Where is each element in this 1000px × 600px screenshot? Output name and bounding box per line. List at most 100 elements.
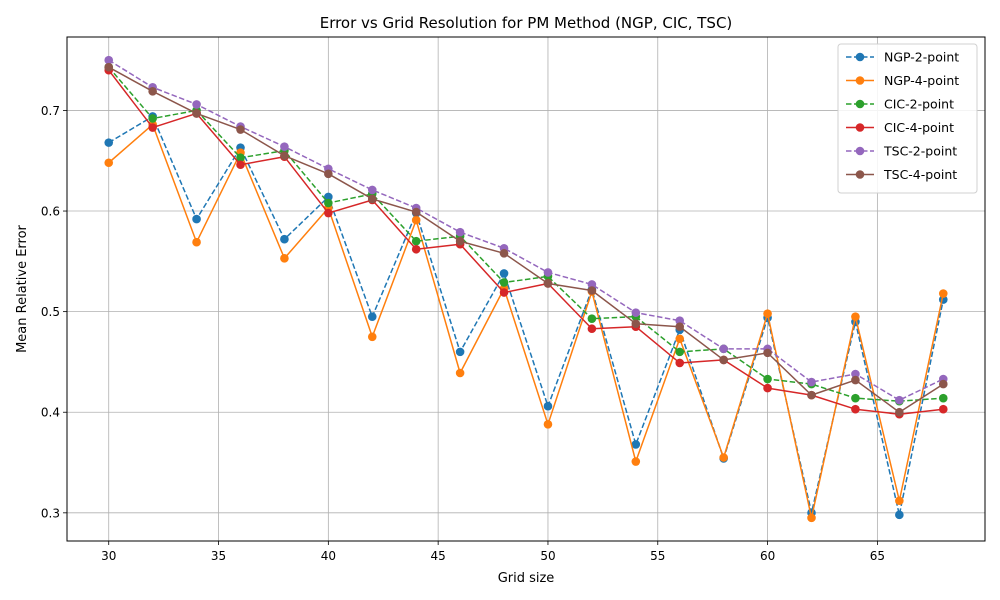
- legend-marker: [855, 76, 865, 85]
- data-point: [236, 153, 245, 163]
- y-tick-label: 0.6: [41, 205, 60, 219]
- data-point: [499, 278, 509, 287]
- data-point: [236, 160, 245, 170]
- data-point: [587, 324, 597, 334]
- data-point: [675, 322, 685, 332]
- data-point: [763, 348, 772, 358]
- data-point: [148, 114, 157, 123]
- data-point: [148, 123, 157, 132]
- series-layer: [104, 55, 948, 523]
- y-tick-label: 0.5: [41, 305, 60, 319]
- data-point: [192, 214, 201, 224]
- data-point: [192, 109, 201, 118]
- data-point: [631, 319, 641, 329]
- series-line: [108, 59, 944, 401]
- data-point: [851, 369, 860, 379]
- data-point: [104, 62, 114, 72]
- data-point: [807, 513, 816, 523]
- data-point: [938, 393, 948, 403]
- x-tick-label: 45: [431, 549, 446, 563]
- series-line: [108, 66, 944, 413]
- y-tick-label: 0.7: [41, 104, 60, 118]
- legend-marker: [855, 52, 865, 62]
- legend-marker: [855, 170, 865, 179]
- y-tick-label: 0.3: [41, 506, 60, 520]
- data-point: [587, 280, 597, 289]
- data-point: [763, 374, 772, 384]
- data-point: [280, 254, 289, 263]
- data-point: [104, 158, 114, 168]
- data-point: [631, 440, 641, 449]
- data-point: [851, 375, 860, 385]
- data-point: [280, 142, 289, 151]
- data-point: [499, 288, 509, 297]
- data-point: [807, 390, 816, 400]
- data-point: [587, 314, 597, 323]
- chart-title: Error vs Grid Resolution for PM Method (…: [320, 14, 733, 32]
- legend-label: TSC-4-point: [883, 167, 957, 182]
- data-point: [851, 393, 860, 403]
- data-point: [324, 208, 333, 218]
- legend-label: TSC-2-point: [883, 144, 957, 159]
- data-point: [895, 496, 904, 506]
- data-point: [851, 404, 860, 414]
- data-point: [587, 286, 597, 295]
- data-point: [411, 215, 421, 225]
- legend-label: NGP-4-point: [884, 73, 959, 88]
- plot-frame: [66, 36, 986, 542]
- x-tick-label: 65: [870, 549, 885, 563]
- data-point: [455, 227, 465, 237]
- data-point: [543, 268, 553, 277]
- data-point: [807, 377, 816, 387]
- data-point: [192, 100, 201, 109]
- data-point: [236, 125, 245, 134]
- data-point: [411, 244, 421, 254]
- x-tick-label: 30: [101, 549, 116, 563]
- data-point: [411, 207, 421, 217]
- series-line: [108, 66, 944, 402]
- legend-label: NGP-2-point: [884, 50, 959, 65]
- legend: NGP-2-point NGP-4-point CIC-2-point CIC-4-p…: [837, 43, 978, 194]
- data-point: [192, 237, 201, 247]
- data-point: [675, 358, 685, 368]
- legend-label: CIC-2-point: [884, 97, 954, 112]
- data-point: [895, 407, 904, 417]
- data-point: [719, 355, 728, 365]
- data-point: [324, 169, 333, 179]
- data-point: [763, 309, 772, 318]
- data-point: [367, 312, 377, 321]
- data-point: [499, 248, 509, 258]
- data-point: [719, 344, 728, 354]
- data-point: [324, 198, 333, 208]
- data-point: [367, 185, 377, 195]
- data-point: [280, 234, 289, 244]
- data-point: [104, 138, 114, 147]
- data-point: [895, 395, 904, 405]
- x-axis-label: Grid size: [498, 571, 555, 586]
- data-point: [367, 332, 377, 342]
- data-point: [763, 383, 772, 393]
- data-point: [455, 347, 465, 357]
- y-tick-label: 0.4: [41, 406, 60, 420]
- data-point: [455, 368, 465, 378]
- x-tick-label: 55: [650, 549, 665, 563]
- data-point: [938, 379, 948, 389]
- legend-marker: [855, 99, 865, 109]
- legend-label: CIC-4-point: [884, 120, 954, 135]
- data-point: [675, 316, 685, 325]
- data-point: [895, 510, 904, 520]
- series-line: [108, 69, 944, 415]
- data-point: [543, 420, 553, 429]
- data-point: [324, 192, 333, 202]
- data-point: [631, 457, 641, 466]
- legend-marker: [855, 123, 865, 132]
- x-tick-label: 50: [540, 549, 555, 563]
- data-point: [675, 334, 685, 344]
- x-tick-label: 40: [321, 549, 336, 563]
- data-point: [367, 194, 377, 204]
- data-point: [675, 347, 685, 357]
- data-point: [543, 401, 553, 411]
- data-point: [148, 87, 157, 96]
